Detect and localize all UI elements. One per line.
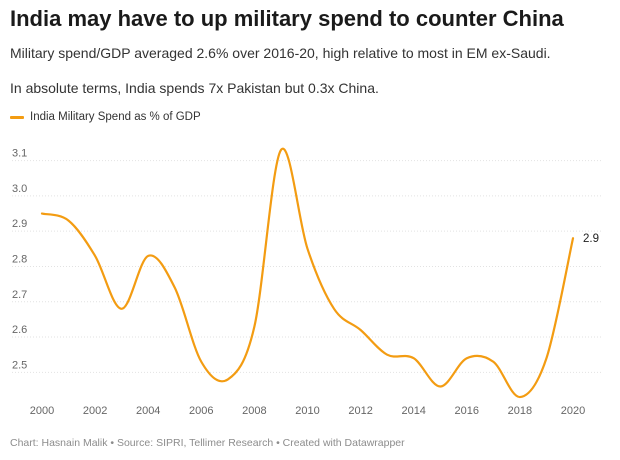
x-tick-label: 2018 bbox=[508, 405, 532, 417]
series-line bbox=[40, 147, 575, 399]
chart-footer: Chart: Hasnain Malik • Source: SIPRI, Te… bbox=[10, 437, 405, 449]
y-tick-label: 2.6 bbox=[12, 324, 27, 336]
y-tick-label: 2.8 bbox=[12, 253, 27, 265]
x-tick-label: 2000 bbox=[30, 405, 54, 417]
legend-swatch bbox=[10, 115, 24, 119]
y-axis-ticks: 2.5 2.6 2.7 2.8 2.9 3.0 3.1 bbox=[12, 148, 27, 372]
y-tick-label: 3.1 bbox=[12, 148, 27, 160]
grid-layer bbox=[12, 160, 601, 373]
x-tick-label: 2020 bbox=[561, 405, 585, 417]
series-layer: 2.9 bbox=[40, 147, 599, 399]
chart-subtitle-avg: Military spend/GDP averaged 2.6% over 20… bbox=[10, 45, 551, 61]
x-tick-label: 2008 bbox=[242, 405, 266, 417]
x-tick-label: 2010 bbox=[295, 405, 319, 417]
y-tick-label: 2.5 bbox=[12, 359, 27, 371]
x-tick-label: 2012 bbox=[348, 405, 372, 417]
y-tick-label: 2.7 bbox=[12, 289, 27, 301]
y-tick-label: 2.9 bbox=[12, 218, 27, 230]
x-tick-label: 2016 bbox=[455, 405, 479, 417]
end-value-label: 2.9 bbox=[583, 233, 599, 245]
x-tick-label: 2014 bbox=[401, 405, 425, 417]
x-axis-ticks: 2000 2002 2004 2006 2008 2010 2012 2014 2016 2018… bbox=[30, 405, 585, 417]
chart-title: India may have to up military spend to c… bbox=[10, 6, 564, 31]
legend-label: India Military Spend as % of GDP bbox=[30, 111, 201, 123]
chart-legend: India Military Spend as % of GDP bbox=[10, 111, 201, 123]
x-tick-label: 2006 bbox=[189, 405, 213, 417]
x-tick-label: 2002 bbox=[83, 405, 107, 417]
x-tick-label: 2004 bbox=[136, 405, 160, 417]
y-tick-label: 3.0 bbox=[12, 183, 27, 195]
chart-subtitle-absolute: In absolute terms, India spends 7x Pakis… bbox=[10, 80, 379, 96]
